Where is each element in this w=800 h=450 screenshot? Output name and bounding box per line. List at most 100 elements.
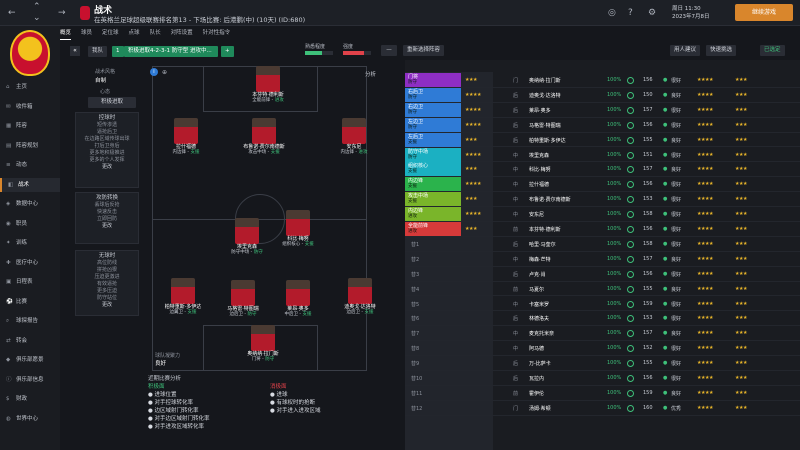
pitch-player[interactable]: 莱昂·奥多 中后卫 - 支援 [275, 280, 321, 318]
sidebar-item[interactable]: ⌂ 主页 [0, 80, 60, 94]
player-name[interactable]: 阿马德 [529, 346, 545, 353]
sidebar-item[interactable]: ⌕ 球探报告 [0, 314, 60, 328]
player-name[interactable]: 林德洛夫 [529, 316, 550, 323]
sidebar-item[interactable]: ▦ 阵容 [0, 119, 60, 133]
change-link[interactable]: 更改 [101, 302, 112, 308]
reselect-lineup-button[interactable]: 重新选择阵容 [403, 45, 445, 56]
team-badge[interactable]: 我队 [88, 46, 108, 57]
player-name[interactable]: 迪奥戈·达洛特 [529, 92, 561, 99]
player-name[interactable]: 霍伊伦 [529, 390, 545, 397]
player-name[interactable]: 卢克·肖 [529, 271, 546, 278]
player-name[interactable]: 卡塞米罗 [529, 301, 550, 308]
roster-row[interactable]: 右后卫 防守 ★★★★ 后迪奥戈·达洛特 100% 150 ● 良好 ★★★★ ★★★ [405, 87, 800, 103]
tab[interactable]: 针对性指令 [202, 30, 231, 36]
lightbulb-icon[interactable]: ◎ [608, 8, 616, 18]
tab[interactable]: 球员 [81, 30, 93, 36]
roster-row[interactable]: 替1 后哈里·马奎尔 100% 158 ● 很好 ★★★★ ★★★ [405, 237, 800, 252]
pitch-player[interactable]: 迪奥戈·达洛特 边后卫 - 支援 [337, 278, 383, 316]
roster-row[interactable]: 组织核心 支援 ★★★ 中科比·梅努 100% 157 ● 良好 ★★★★ ★★★ [405, 162, 800, 178]
roster-row[interactable]: 替4 前马夏尔 100% 155 ● 良好 ★★★★ ★★★ [405, 282, 800, 297]
tab[interactable]: 定位球 [102, 30, 119, 36]
mentality-select[interactable]: 积极进取 [88, 97, 136, 108]
player-name[interactable]: 汤姆·希顿 [529, 405, 551, 412]
slot-label[interactable]: 右后卫 防守 [405, 87, 461, 102]
pitch-player[interactable]: 马格雷·特图瑞 边后卫 - 防守 [220, 280, 266, 318]
pitch-player[interactable]: 埃里克森 防守中场 - 防守 [224, 218, 270, 256]
help-icon[interactable]: ? [628, 8, 633, 18]
slot-label[interactable]: 攻击中场 支援 [405, 192, 461, 207]
analysis-link[interactable]: 分析 [365, 72, 377, 78]
player-name[interactable]: 科比·梅努 [529, 167, 551, 174]
roster-row[interactable]: 替2 中梅森·芒特 100% 157 ● 良好 ★★★★ ★★★ [405, 252, 800, 267]
player-name[interactable]: 埃里克森 [529, 152, 550, 159]
lock-icon[interactable]: ⊕ [162, 69, 168, 76]
tab[interactable]: 点球 [128, 30, 140, 36]
player-name[interactable]: 麦克托米奈 [529, 331, 555, 338]
sidebar-item[interactable]: ✉ 收件箱 [0, 100, 60, 114]
pitch-player[interactable]: 布鲁诺·费尔南德斯 攻击中场 - 支援 [241, 118, 287, 156]
roster-row[interactable]: 右边卫 防守 ★★★★ 后莱昂·奥多 100% 157 ● 很好 ★★★★ ★★★ [405, 102, 800, 118]
change-link[interactable]: 更改 [101, 164, 112, 170]
tab[interactable]: 对阵设置 [170, 30, 193, 36]
roster-row[interactable]: 替6 后林德洛夫 100% 153 ● 很好 ★★★★ ★★★ [405, 311, 800, 327]
info-icon[interactable]: i [150, 68, 158, 76]
sidebar-item[interactable]: ⓘ 俱乐部信息 [0, 373, 60, 387]
chevron-up-icon[interactable]: ⌃ [33, 2, 41, 12]
sidebar-item[interactable]: ▤ 阵容规划 [0, 139, 60, 153]
roster-row[interactable]: 替12 门汤姆·希顿 100% 160 ● 优秀 ★★★★ ★★★ [405, 401, 800, 416]
sidebar-item[interactable]: ≡ 动态 [0, 158, 60, 172]
forward-icon[interactable]: → [58, 8, 66, 18]
dash-button[interactable]: — [381, 45, 397, 56]
sidebar-item[interactable]: ⚽ 比赛 [0, 295, 60, 309]
player-name[interactable]: 莱昂·奥多 [529, 107, 551, 114]
roster-row[interactable]: 替3 后卢克·肖 100% 156 ● 很好 ★★★★ ★★★ [405, 267, 800, 282]
sidebar-item[interactable]: ▣ 日程表 [0, 275, 60, 289]
collapse-icon[interactable]: « [70, 46, 80, 56]
roster-row[interactable]: 防守中场 防守 ★★★★ 中埃里克森 100% 151 ● 很好 ★★★★ ★★★ [405, 147, 800, 163]
slot-label[interactable]: 内边锋 进攻 [405, 207, 461, 222]
roster-row[interactable]: 攻击中场 支援 ★★★ 中布鲁诺·费尔南德斯 100% 153 ● 很好 ★★★★ ★★★ [405, 192, 800, 208]
tab[interactable]: 队长 [149, 30, 161, 36]
pitch-player[interactable]: 科比·梅努 组织核心 - 支援 [275, 210, 321, 248]
transition-panel[interactable]: 攻防转换 丢球后反抢 快速反击 立即回防 更改 [75, 192, 139, 244]
player-name[interactable]: 马格雷·特图瑞 [529, 122, 561, 129]
change-link[interactable]: 更改 [101, 223, 112, 229]
roster-row[interactable]: 左后卫 支援 ★★★ 后柏特重斯·多伊达 100% 155 ● 良好 ★★★★ ★★★ [405, 132, 800, 148]
player-name[interactable]: 哈里·马奎尔 [529, 241, 556, 248]
slot-label[interactable]: 左后卫 支援 [405, 132, 461, 147]
roster-row[interactable]: 替10 后瓦拉内 100% 156 ● 很好 ★★★★ ★★★ [405, 371, 800, 386]
sidebar-item[interactable]: ✚ 医疗中心 [0, 256, 60, 270]
player-name[interactable]: 布鲁诺·费尔南德斯 [529, 197, 571, 204]
roster-row[interactable]: 左边卫 防守 ★★★★ 后马格雷·特图瑞 100% 156 ● 很好 ★★★★ ★★★ [405, 117, 800, 133]
tab[interactable]: 概览 [60, 27, 72, 40]
sidebar-item[interactable]: ◉ 职员 [0, 217, 60, 231]
slot-label[interactable]: 全能前锋 进攻 [405, 222, 461, 236]
pitch-player[interactable]: 柏特重斯·多伊达 边翼卫 - 支援 [160, 278, 206, 316]
slot-label[interactable]: 右边卫 防守 [405, 102, 461, 117]
tactic-slot-number[interactable]: 1 [112, 46, 124, 57]
roster-row[interactable]: 内边锋 进攻 ★★★★ 中安东尼 100% 158 ● 很好 ★★★★ ★★★ [405, 207, 800, 222]
add-tactic-button[interactable]: + [221, 46, 234, 57]
pitch-player[interactable]: 奥纳纳·拉门斯 门将 - 防守 [240, 325, 286, 363]
player-name[interactable]: 柏特重斯·多伊达 [529, 137, 566, 144]
sidebar-item[interactable]: ⇄ 转会 [0, 334, 60, 348]
player-name[interactable]: 瓦拉内 [529, 376, 545, 382]
roster-row[interactable]: 替8 中阿马德 100% 152 ● 很好 ★★★★ ★★★ [405, 341, 800, 357]
out-possession-panel[interactable]: 无球时 高位防线 拼抢凶狠 压迫更激进 有效逼抢 更多压迫 防守站位 更改 [75, 250, 139, 316]
chevron-down-icon[interactable]: ⌄ [33, 13, 41, 23]
player-name[interactable]: 本芬特·德利斯 [529, 227, 561, 233]
player-name[interactable]: 安东尼 [529, 212, 545, 219]
player-name[interactable]: 拉什福德 [529, 182, 550, 189]
slot-label[interactable]: 门将 防守 [405, 73, 461, 87]
pitch-player[interactable]: 本芬特·德利斯 全能前锋 - 进攻 [245, 66, 291, 104]
roster-row[interactable]: 替11 前霍伊伦 100% 159 ● 良好 ★★★★ ★★★ [405, 386, 800, 401]
continue-button[interactable]: 继续游戏 [735, 4, 793, 21]
roster-row[interactable]: 替7 中麦克托米奈 100% 157 ● 良好 ★★★★ ★★★ [405, 326, 800, 342]
quick-pick-button[interactable]: 快速挑选 [706, 45, 737, 56]
suggest-button[interactable]: 用人建议 [670, 45, 701, 56]
roster-row[interactable]: 替9 后万-比萨卡 100% 155 ● 很好 ★★★★ ★★★ [405, 356, 800, 371]
slot-label[interactable]: 组织核心 支援 [405, 162, 461, 177]
back-icon[interactable]: ← [8, 8, 16, 18]
player-name[interactable]: 万-比萨卡 [529, 361, 551, 368]
slot-label[interactable]: 防守中场 防守 [405, 147, 461, 162]
